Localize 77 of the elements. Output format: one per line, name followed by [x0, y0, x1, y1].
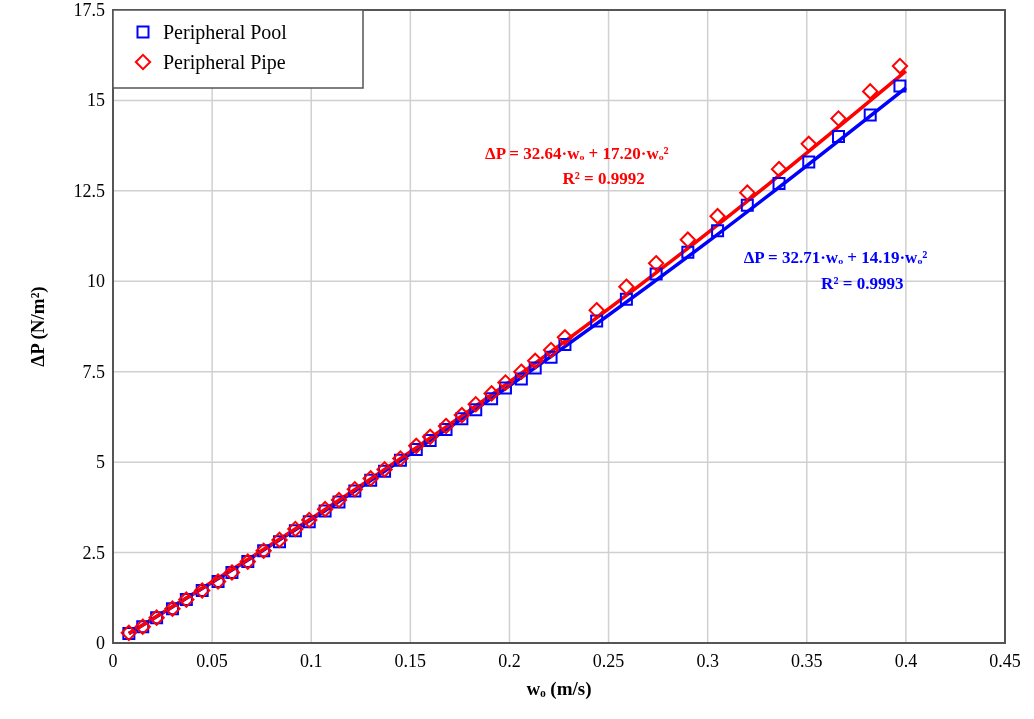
point — [800, 135, 817, 152]
point — [590, 314, 604, 328]
point — [772, 177, 786, 191]
point — [467, 396, 484, 413]
x-tick-label: 0.25 — [592, 651, 625, 671]
point — [528, 361, 542, 375]
point — [409, 442, 423, 456]
point — [831, 130, 845, 144]
y-tick-label: 15 — [87, 90, 105, 111]
point — [893, 79, 907, 93]
point — [302, 515, 316, 529]
point — [588, 302, 605, 319]
legend-label: Peripheral Pool — [163, 21, 288, 44]
point — [711, 224, 725, 238]
x-tick-label: 0.35 — [791, 651, 823, 671]
x-tick-label: 0.2 — [498, 651, 521, 671]
x-tick-label: 0.45 — [989, 651, 1021, 671]
y-tick-label: 0 — [96, 633, 105, 653]
point — [422, 428, 439, 445]
point — [469, 403, 483, 417]
annotation: ΔP = 32.71·wₒ + 14.19·wₒ² — [743, 248, 928, 268]
annotation: R² = 0.9992 — [562, 169, 645, 189]
y-tick-label: 7.5 — [82, 361, 105, 382]
point — [287, 520, 304, 538]
point — [709, 208, 726, 225]
point — [542, 341, 560, 359]
y-axis-title: ΔP (N/m²) — [27, 286, 49, 367]
point — [439, 423, 453, 437]
point — [679, 231, 696, 248]
point — [863, 108, 877, 122]
point — [681, 245, 695, 259]
point — [332, 495, 346, 509]
point — [558, 338, 572, 352]
point — [740, 198, 754, 212]
point — [891, 57, 909, 75]
x-tick-label: 0.4 — [894, 651, 918, 671]
legend-label: Peripheral Pipe — [163, 51, 286, 74]
y-tick-label: 2.5 — [82, 542, 105, 563]
point — [288, 524, 302, 538]
y-tick-label: 12.5 — [73, 180, 105, 201]
point — [513, 363, 530, 380]
point — [514, 372, 528, 386]
point — [739, 184, 756, 201]
point — [423, 433, 437, 447]
point — [408, 437, 425, 455]
x-axis-title: wₒ (m/s) — [526, 678, 592, 700]
annotation: ΔP = 32.64·wₒ + 17.20·wₒ² — [484, 143, 669, 163]
point — [862, 83, 879, 100]
x-tick-label: 0.15 — [394, 651, 427, 671]
y-tick-label: 5 — [96, 452, 105, 473]
point — [497, 374, 514, 391]
annotation: R² = 0.9993 — [821, 273, 904, 293]
point — [556, 329, 574, 346]
point — [301, 511, 318, 529]
point — [453, 406, 471, 424]
point — [770, 161, 788, 178]
point — [485, 392, 499, 406]
x-tick-label: 0.3 — [696, 651, 719, 671]
point — [527, 352, 544, 370]
y-tick-label: 17.5 — [73, 0, 105, 20]
point — [802, 155, 816, 169]
point — [437, 417, 455, 435]
point — [544, 350, 558, 364]
point — [330, 491, 348, 509]
point — [455, 412, 469, 426]
point — [619, 292, 633, 306]
y-tick-label: 10 — [87, 271, 105, 292]
point — [618, 278, 635, 295]
point — [271, 531, 288, 549]
x-tick-label: 0.05 — [196, 651, 228, 671]
point — [498, 381, 512, 395]
point — [647, 255, 665, 272]
x-tick-label: 0.1 — [299, 651, 323, 671]
point — [649, 267, 663, 281]
point — [273, 535, 287, 549]
point — [830, 110, 847, 127]
point — [483, 385, 500, 402]
